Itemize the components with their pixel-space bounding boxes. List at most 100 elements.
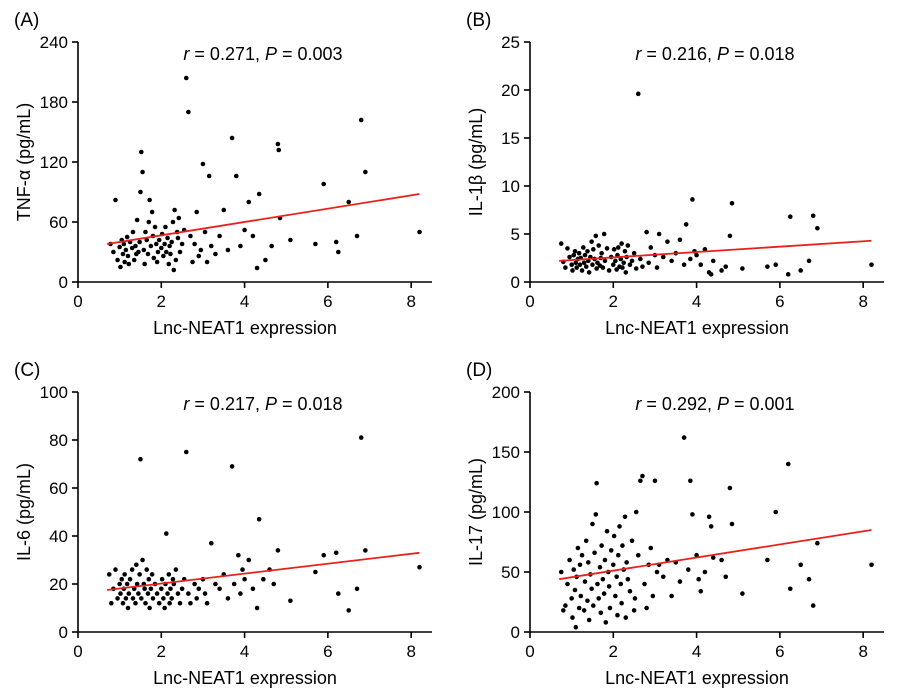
data-point-c [231, 581, 237, 587]
data-point-a [172, 207, 177, 213]
data-point-d [603, 620, 609, 625]
data-point-c [167, 600, 172, 606]
x-tick-label-a: 6 [323, 292, 332, 311]
data-point-d [660, 574, 666, 580]
data-point-a [229, 135, 235, 141]
data-point-d [706, 514, 712, 520]
data-point-c [271, 581, 277, 587]
data-point-c [150, 596, 156, 601]
y-tick-label-d: 150 [492, 443, 520, 462]
data-point-c [127, 576, 133, 582]
data-point-d [578, 593, 584, 599]
data-point-b [727, 233, 733, 239]
data-point-c [117, 581, 122, 587]
data-point-c [213, 581, 218, 587]
x-tick-label-d: 2 [609, 642, 618, 661]
data-point-a [313, 241, 318, 247]
data-point-d [652, 478, 658, 484]
data-point-d [669, 593, 674, 599]
data-point-b [806, 258, 812, 264]
data-point-a [118, 264, 123, 270]
data-point-c [225, 596, 231, 601]
data-point-c [148, 586, 154, 592]
data-point-b [601, 231, 607, 237]
data-point-c [142, 586, 147, 592]
data-point-b [665, 239, 670, 244]
data-point-a [175, 235, 181, 241]
data-point-d [650, 593, 656, 599]
data-point-d [604, 528, 610, 534]
data-point-d [727, 485, 733, 491]
data-point-c [124, 581, 130, 587]
x-tick-label-a: 2 [157, 292, 166, 311]
data-point-d [640, 473, 645, 479]
data-point-c [196, 586, 202, 592]
data-point-c [130, 596, 136, 601]
data-point-d [611, 533, 617, 539]
data-point-a [153, 241, 159, 247]
data-point-b [581, 245, 586, 250]
data-point-a [139, 149, 144, 155]
data-point-a [269, 243, 274, 249]
data-point-c [149, 572, 155, 577]
data-point-b [787, 214, 793, 220]
data-point-b [602, 258, 608, 264]
data-point-d [681, 435, 687, 440]
data-point-c [183, 449, 189, 455]
data-point-d [694, 552, 699, 558]
data-point-b [600, 265, 606, 270]
data-point-a [183, 75, 189, 81]
data-point-d [685, 567, 691, 572]
data-point-b [660, 254, 666, 260]
data-point-d [589, 586, 594, 592]
data-point-a [196, 253, 202, 259]
data-point-b [694, 252, 699, 258]
data-point-a [162, 241, 167, 247]
stat-p-symbol-c: P [265, 394, 277, 414]
data-point-d [631, 608, 637, 613]
data-point-d [654, 569, 660, 575]
data-point-b [576, 250, 582, 256]
stat-p-symbol-b: P [717, 44, 729, 64]
x-tick-label-c: 4 [240, 642, 249, 661]
data-point-b [669, 258, 674, 264]
data-point-c [168, 586, 173, 592]
data-point-d [787, 586, 793, 592]
data-point-d [765, 557, 770, 563]
data-point-c [202, 591, 208, 596]
data-point-d [563, 603, 568, 608]
data-point-d [581, 608, 587, 613]
stat-r-text-c: = 0.217, [189, 394, 265, 414]
data-point-a [163, 249, 169, 255]
data-point-d [619, 600, 624, 606]
y-tick-label-a: 180 [40, 93, 68, 112]
trend-line-c [107, 551, 420, 591]
data-point-d [815, 540, 820, 546]
data-point-c [261, 576, 266, 582]
data-point-c [145, 591, 151, 596]
data-point-b [740, 266, 745, 271]
data-point-d [561, 608, 566, 613]
data-point-d [696, 576, 701, 582]
data-point-c [204, 600, 210, 606]
data-point-a [148, 243, 154, 249]
data-point-c [125, 605, 131, 611]
data-point-d [642, 581, 647, 587]
data-point-c [192, 581, 197, 587]
y-tick-label-b: 0 [511, 273, 520, 292]
data-point-c [335, 591, 341, 596]
data-point-a [124, 234, 130, 240]
data-point-d [638, 478, 643, 484]
data-point-a [166, 261, 172, 267]
x-tick-label-a: 8 [406, 292, 415, 311]
data-point-b [690, 197, 695, 202]
data-point-d [602, 557, 608, 563]
x-tick-label-b: 6 [775, 292, 784, 311]
data-point-c [175, 591, 181, 596]
data-point-b [613, 258, 618, 264]
stat-r-symbol-b: r [635, 44, 642, 64]
data-point-a [263, 257, 268, 263]
x-axis-label-d: Lnc-NEAT1 expression [605, 668, 789, 688]
data-point-b [567, 254, 572, 260]
data-point-d [596, 596, 602, 601]
